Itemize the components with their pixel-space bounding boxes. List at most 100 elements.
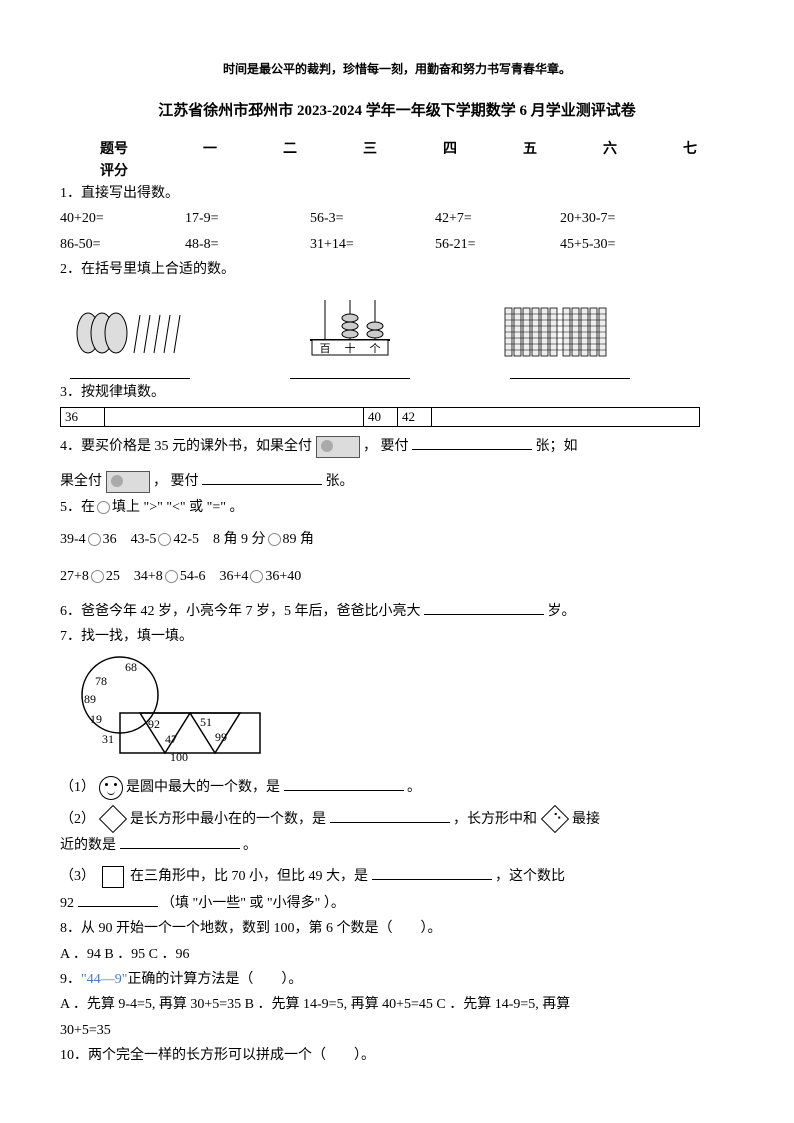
bundle-sticks-icon: [70, 305, 200, 360]
calc: 48-8=: [185, 234, 310, 256]
circle-blank-icon[interactable]: [91, 570, 104, 583]
q6-end: 岁。: [548, 604, 576, 619]
blank[interactable]: [120, 834, 240, 849]
seq-cell-blank[interactable]: [105, 407, 364, 426]
q7-3-pre: （3）: [60, 869, 95, 884]
q8: 8．从 90 开始一个一个地数，数到 100，第 6 个数是（ ）。: [60, 918, 734, 940]
paper-title: 江苏省徐州市邳州市 2023-2024 学年一年级下学期数学 6 月学业测评试卷: [60, 99, 734, 120]
q7-1-pre: （1）: [60, 780, 95, 795]
q7-3b-pre: 92: [60, 896, 74, 911]
circle-blank-icon[interactable]: [250, 570, 263, 583]
q7-3b-end: （填 "小一些" 或 "小得多" ）。: [161, 896, 345, 911]
score-row2: 评分: [60, 160, 734, 180]
col-4: 四: [410, 138, 490, 158]
svg-text:92: 92: [148, 717, 160, 731]
diamond-icon: [98, 805, 126, 833]
abacus-icon: 百 十 个: [300, 290, 400, 360]
cmp: 27+8: [60, 569, 89, 584]
q3-label: 3．按规律填数。: [60, 382, 734, 404]
circle-blank-icon[interactable]: [268, 533, 281, 546]
q1-label: 1．直接写出得数。: [60, 183, 734, 205]
q7-2-pre: （2）: [60, 812, 95, 827]
q10: 10．两个完全一样的长方形可以拼成一个（ ）。: [60, 1045, 734, 1067]
blank[interactable]: [78, 892, 158, 907]
cmp: 36+40: [265, 569, 301, 584]
venn-diagram: 68 78 89 19 31 92 47 51 99 100: [70, 653, 734, 768]
blank[interactable]: [290, 364, 410, 379]
q7-1-mid: 是圆中最大的一个数，是: [126, 780, 280, 795]
blank[interactable]: [70, 364, 190, 379]
score-row2-label: 评分: [100, 160, 170, 180]
svg-text:19: 19: [90, 712, 102, 726]
page-motto: 时间是最公平的裁判，珍惜每一刻，用勤奋和努力书写青春华章。: [60, 60, 734, 77]
q7-3: （3） 在三角形中，比 70 小，但比 49 大，是 ，这个数比: [60, 865, 734, 888]
q9-quote: "44—9": [81, 972, 127, 987]
q5-row2: 27+825 34+854-6 36+436+40: [60, 566, 734, 588]
calc: 31+14=: [310, 234, 435, 256]
score-header-label: 题号: [100, 138, 170, 158]
svg-text:51: 51: [200, 715, 212, 729]
square-icon: [102, 866, 124, 888]
blank[interactable]: [510, 364, 630, 379]
col-3: 三: [330, 138, 410, 158]
cmp: 42-5 8 角 9 分: [173, 532, 265, 547]
q4-text: 张；如: [536, 439, 578, 454]
q2-label: 2．在括号里填上合适的数。: [60, 259, 734, 281]
q3-table: 36 40 42: [60, 407, 700, 427]
q7-2-mid2: ，长方形中和: [453, 812, 537, 827]
calc: 40+20=: [60, 208, 185, 230]
circle-blank-icon[interactable]: [165, 570, 178, 583]
stick-blocks-icon: [500, 300, 630, 360]
circle-blank-icon[interactable]: [158, 533, 171, 546]
col-1: 一: [170, 138, 250, 158]
q7-3b: 92 （填 "小一些" 或 "小得多" ）。: [60, 892, 734, 915]
svg-text:100: 100: [170, 750, 188, 763]
cmp: 89 角: [283, 532, 315, 547]
q7-2b-pre: 近的数是: [60, 838, 116, 853]
q9: 9．"44—9"正确的计算方法是（ ）。: [60, 969, 734, 991]
q4-text: ， 要付: [363, 439, 409, 454]
q4-line1: 4．要买价格是 35 元的课外书，如果全付 ， 要付 张；如: [60, 435, 734, 458]
svg-text:89: 89: [84, 692, 96, 706]
q9-num: 9．: [60, 972, 81, 987]
cmp: 39-4: [60, 532, 86, 547]
q7-2-mid: 是长方形中最小在的一个数，是: [130, 812, 326, 827]
circle-blank-icon: [97, 501, 110, 514]
q7-2b-end: 。: [243, 838, 257, 853]
q2-blanks: [70, 364, 734, 379]
blank[interactable]: [284, 776, 404, 791]
calc: 86-50=: [60, 234, 185, 256]
blank[interactable]: [202, 470, 322, 485]
abacus-ge: 个: [370, 342, 381, 355]
seq-cell: 42: [398, 407, 432, 426]
col-5: 五: [490, 138, 570, 158]
blank[interactable]: [372, 865, 492, 880]
q5-text: 填上 ">" "<" 或 "=" 。: [112, 500, 243, 515]
q7-3-end: ，这个数比: [495, 869, 565, 884]
q6-text: 6．爸爸今年 42 岁，小亮今年 7 岁，5 年后，爸爸比小亮大: [60, 604, 421, 619]
q4-text: 果全付: [60, 474, 102, 489]
q4-text: ， 要付: [153, 474, 199, 489]
cmp: 36 43-5: [103, 532, 157, 547]
q9-rest: 正确的计算方法是（ ）。: [127, 972, 302, 987]
blank[interactable]: [424, 600, 544, 615]
seq-cell-blank[interactable]: [432, 407, 700, 426]
q4-text: 张。: [326, 474, 354, 489]
abacus-shi: 十: [345, 341, 356, 355]
q5-text: 5．在: [60, 500, 95, 515]
blank[interactable]: [412, 435, 532, 450]
money-note-icon: [316, 436, 360, 458]
diamond-face-icon: [540, 805, 568, 833]
circle-blank-icon[interactable]: [88, 533, 101, 546]
q2-images: 百 十 个: [70, 290, 734, 360]
score-header-row: 题号 一 二 三 四 五 六 七: [60, 138, 734, 158]
seq-cell: 36: [61, 407, 105, 426]
calc: 42+7=: [435, 208, 560, 230]
svg-text:99: 99: [215, 730, 227, 744]
blank[interactable]: [330, 808, 450, 823]
q6: 6．爸爸今年 42 岁，小亮今年 7 岁，5 年后，爸爸比小亮大 岁。: [60, 600, 734, 623]
q7-2b: 近的数是 。: [60, 834, 734, 857]
q4-line2: 果全付 ， 要付 张。: [60, 470, 734, 493]
q7-1: （1） 是圆中最大的一个数，是 。: [60, 776, 734, 800]
q8-opts: A ．94 B ．95 C ．96: [60, 944, 734, 966]
